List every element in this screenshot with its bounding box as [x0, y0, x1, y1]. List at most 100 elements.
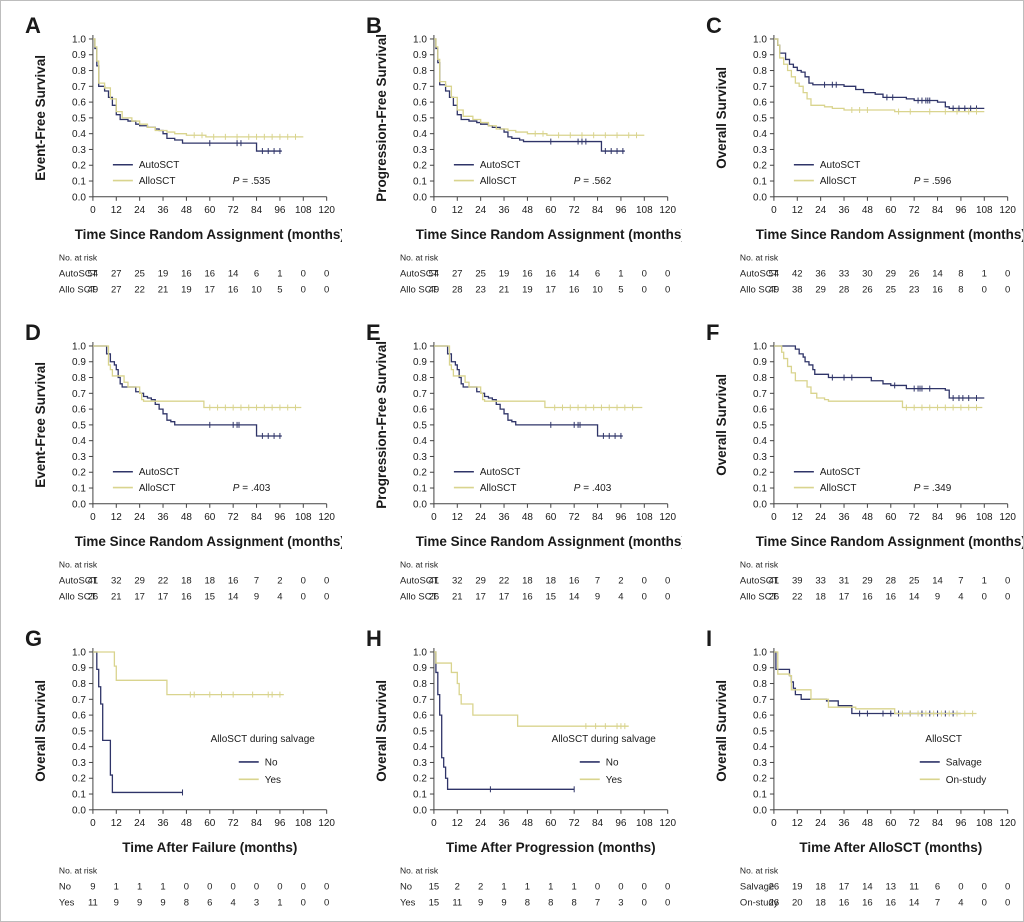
x-tick-label: 72: [909, 205, 921, 216]
y-tick-label: 0.7: [72, 389, 86, 400]
y-tick-label: 0.0: [413, 192, 427, 203]
panel-f: F Overall Survival 1.0 0.9 0.8 0.7 0.6 0.5 0.4 0.…: [682, 308, 1023, 615]
risk-count: 2: [277, 575, 282, 586]
y-tick-label: 0.6: [413, 404, 427, 415]
x-tick-label: 108: [295, 511, 312, 522]
x-axis-label: Time After Progression (months): [446, 840, 656, 855]
risk-count: 4: [959, 898, 964, 909]
y-axis-label: Overall Survival: [714, 374, 729, 476]
x-tick-label: 12: [792, 205, 804, 216]
x-tick-label: 12: [451, 511, 463, 522]
x-tick-label: 72: [228, 205, 240, 216]
x-tick-label: 84: [592, 818, 604, 829]
x-tick-label: 0: [431, 205, 437, 216]
y-tick-label: 0.0: [413, 806, 427, 817]
x-tick-label: 60: [545, 818, 557, 829]
y-axis-label: Progression-Free Survival: [374, 34, 389, 202]
y-tick-label: 0.6: [753, 98, 767, 109]
risk-count: 2: [618, 575, 623, 586]
x-tick-label: 108: [295, 818, 312, 829]
risk-count: 0: [184, 882, 189, 893]
risk-count: 27: [452, 269, 463, 280]
y-tick-label: 0.1: [72, 790, 86, 801]
risk-count: 1: [571, 882, 576, 893]
x-tick-label: 60: [545, 205, 557, 216]
risk-count: 26: [769, 898, 780, 909]
y-tick-label: 0.6: [72, 711, 86, 722]
risk-count: 0: [324, 575, 329, 586]
x-axis-label: Time After AlloSCT (months): [800, 840, 983, 855]
panel-letter: E: [366, 320, 381, 345]
risk-count: 7: [595, 575, 600, 586]
panel-b: B Progression-Free Survival 1.0 0.9 0.8 0.7 0.…: [342, 1, 683, 308]
y-axis-label: Overall Survival: [374, 680, 389, 782]
risk-count: 16: [522, 591, 533, 602]
y-tick-label: 0.2: [72, 161, 86, 172]
x-tick-label: 120: [318, 511, 335, 522]
risk-count: 6: [207, 898, 212, 909]
risk-count: 3: [618, 898, 623, 909]
risk-row-label: AutoSCT: [740, 575, 779, 586]
risk-count: 29: [886, 269, 897, 280]
risk-count: 11: [452, 898, 462, 909]
risk-table-header: No. at risk: [59, 866, 98, 876]
risk-count: 18: [522, 575, 533, 586]
y-tick-label: 1.0: [413, 341, 427, 352]
risk-count: 25: [475, 269, 486, 280]
risk-count: 29: [816, 285, 827, 296]
risk-row-label: Allo SCT: [740, 285, 778, 296]
x-tick-label: 96: [274, 511, 286, 522]
curve-no: [433, 651, 574, 791]
risk-count: 0: [324, 269, 329, 280]
risk-row-label: On-study: [740, 898, 779, 909]
risk-table-header: No. at risk: [740, 866, 779, 876]
risk-count: 26: [769, 591, 780, 602]
legend-label: AlloSCT: [820, 483, 857, 494]
risk-count: 49: [769, 285, 780, 296]
x-tick-label: 48: [522, 818, 534, 829]
y-tick-label: 0.1: [413, 483, 427, 494]
x-tick-label: 0: [431, 818, 437, 829]
risk-row-label: Salvage: [740, 882, 774, 893]
y-tick-label: 0.0: [753, 192, 767, 203]
risk-count: 16: [839, 898, 850, 909]
risk-count: 0: [959, 882, 964, 893]
legend-label: No: [605, 758, 618, 769]
legend-label: AutoSCT: [480, 160, 521, 171]
y-tick-label: 0.8: [72, 373, 86, 384]
y-tick-label: 0.8: [753, 679, 767, 690]
y-tick-label: 1.0: [753, 341, 767, 352]
x-tick-label: 96: [956, 511, 968, 522]
x-tick-label: 96: [956, 205, 968, 216]
x-tick-label: 36: [498, 205, 510, 216]
y-tick-label: 0.8: [753, 66, 767, 77]
risk-count: 1: [618, 269, 623, 280]
risk-count: 41: [88, 575, 99, 586]
x-tick-label: 84: [592, 205, 604, 216]
y-tick-label: 0.9: [753, 50, 767, 61]
risk-count: 27: [111, 269, 122, 280]
x-tick-label: 72: [228, 511, 240, 522]
x-axis-label: Time Since Random Assignment (months): [75, 227, 342, 242]
y-tick-label: 0.2: [413, 774, 427, 785]
y-tick-label: 0.5: [753, 727, 767, 738]
km-plot-g: G Overall Survival 1.0 0.9 0.8 0.7 0.6 0.5 0.4 0.…: [25, 626, 335, 909]
x-tick-label: 48: [522, 511, 534, 522]
y-tick-label: 1.0: [413, 34, 427, 45]
y-tick-label: 0.8: [72, 679, 86, 690]
p-value: P = .596: [914, 176, 952, 187]
risk-count: 15: [205, 591, 216, 602]
y-tick-label: 0.0: [72, 806, 86, 817]
x-axis-label: Time Since Random Assignment (months): [756, 227, 1023, 242]
risk-count: 16: [862, 591, 873, 602]
y-tick-label: 0.9: [413, 50, 427, 61]
y-tick-label: 0.2: [413, 161, 427, 172]
y-tick-label: 0.4: [753, 129, 767, 140]
risk-count: 0: [301, 575, 306, 586]
risk-count: 16: [933, 285, 944, 296]
x-tick-label: 108: [636, 205, 653, 216]
risk-count: 30: [862, 269, 873, 280]
risk-count: 0: [254, 882, 259, 893]
x-tick-label: 108: [295, 205, 312, 216]
